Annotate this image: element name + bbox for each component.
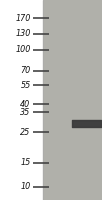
Text: 55: 55 xyxy=(20,81,31,90)
Text: 15: 15 xyxy=(20,158,31,167)
Text: 25: 25 xyxy=(20,128,31,137)
Text: 100: 100 xyxy=(15,45,31,54)
Text: 35: 35 xyxy=(20,108,31,117)
Text: 10: 10 xyxy=(20,182,31,191)
Text: 40: 40 xyxy=(20,100,31,109)
Text: 170: 170 xyxy=(15,14,31,23)
Text: 70: 70 xyxy=(20,66,31,75)
Bar xyxy=(43,0,102,200)
Text: 130: 130 xyxy=(15,29,31,38)
